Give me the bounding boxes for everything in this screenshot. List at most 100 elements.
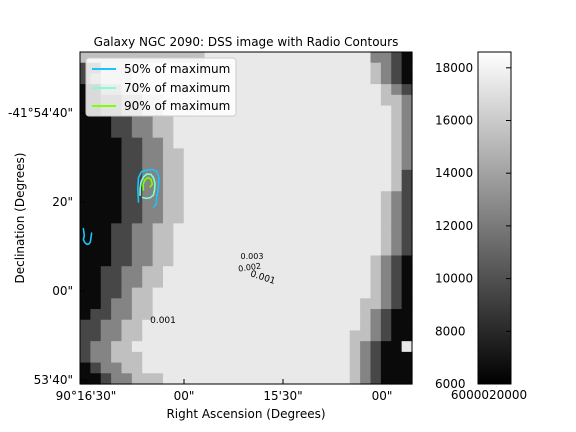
- image-cell: [111, 223, 123, 235]
- image-cell: [277, 159, 289, 171]
- image-cell: [214, 373, 226, 385]
- image-cell: [121, 319, 133, 332]
- image-cell: [401, 116, 413, 128]
- image-cell: [152, 116, 164, 128]
- image-cell: [287, 159, 299, 171]
- image-cell: [183, 234, 195, 246]
- image-cell: [339, 373, 351, 385]
- image-cell: [349, 73, 361, 85]
- image-cell: [142, 126, 154, 139]
- image-cell: [131, 266, 143, 278]
- image-cell: [121, 116, 133, 128]
- image-cell: [142, 180, 154, 192]
- image-cell: [256, 62, 268, 75]
- image-cell: [287, 223, 299, 235]
- image-cell: [391, 159, 403, 171]
- image-cell: [121, 137, 133, 149]
- image-cell: [256, 298, 268, 310]
- image-cell: [214, 276, 226, 289]
- image-cell: [194, 362, 206, 374]
- image-cell: [111, 180, 123, 192]
- image-cell: [173, 126, 185, 139]
- image-cell: [111, 159, 123, 171]
- image-cell: [277, 298, 289, 310]
- image-cell: [297, 287, 309, 299]
- image-cell: [90, 223, 102, 235]
- image-cell: [360, 234, 372, 246]
- image-cell: [100, 373, 112, 385]
- image-cell: [349, 137, 361, 149]
- image-cell: [173, 191, 185, 203]
- image-cell: [173, 309, 185, 321]
- image-cell: [214, 319, 226, 332]
- image-cell: [225, 201, 237, 214]
- image-cell: [401, 276, 413, 289]
- image-cell: [370, 341, 382, 353]
- image-cell: [308, 330, 320, 342]
- image-cell: [235, 201, 247, 214]
- image-cell: [380, 201, 392, 214]
- image-cell: [142, 191, 154, 203]
- image-cell: [121, 330, 133, 342]
- image-cell: [183, 255, 195, 267]
- image-cell: [225, 319, 237, 332]
- image-cell: [246, 362, 257, 374]
- image-cell: [173, 169, 185, 182]
- image-cell: [235, 309, 247, 321]
- image-cell: [370, 373, 382, 385]
- image-cell: [100, 266, 112, 278]
- image-cell: [318, 223, 330, 235]
- image-cell: [277, 287, 289, 299]
- image-cell: [235, 73, 247, 85]
- image-cell: [142, 298, 154, 310]
- image-cell: [142, 212, 154, 224]
- image-cell: [100, 126, 112, 139]
- image-cell: [380, 137, 392, 149]
- image-cell: [308, 351, 320, 364]
- image-cell: [121, 212, 133, 224]
- image-cell: [370, 212, 382, 224]
- image-cell: [370, 234, 382, 246]
- image-cell: [277, 180, 289, 192]
- image-cell: [90, 234, 102, 246]
- image-cell: [225, 159, 237, 171]
- image-cell: [391, 137, 403, 149]
- image-cell: [235, 373, 247, 385]
- image-cell: [214, 148, 226, 160]
- image-cell: [90, 116, 102, 128]
- image-cell: [183, 159, 195, 171]
- image-cell: [329, 159, 340, 171]
- image-cell: [329, 309, 340, 321]
- image-cell: [173, 298, 185, 310]
- image-cell: [163, 169, 174, 182]
- image-cell: [401, 84, 413, 96]
- colorbar-tick-label: 18000: [435, 61, 473, 75]
- image-cell: [297, 201, 309, 214]
- image-cell: [329, 73, 340, 85]
- image-cell: [225, 330, 237, 342]
- image-cell: [308, 234, 320, 246]
- image-cell: [80, 137, 91, 149]
- image-cell: [380, 362, 392, 374]
- image-cell: [277, 116, 289, 128]
- image-cell: [401, 212, 413, 224]
- image-cell: [173, 266, 185, 278]
- image-cell: [329, 255, 340, 267]
- image-cell: [131, 341, 143, 353]
- contour-line-70: [139, 173, 156, 200]
- radio-contours: [82, 168, 160, 246]
- image-cell: [287, 212, 299, 224]
- image-cell: [163, 212, 174, 224]
- image-cell: [163, 137, 174, 149]
- image-cell: [308, 287, 320, 299]
- image-cell: [318, 373, 330, 385]
- image-cell: [401, 126, 413, 139]
- image-cell: [318, 255, 330, 267]
- image-cell: [329, 341, 340, 353]
- image-cell: [131, 255, 143, 267]
- image-cell: [266, 159, 278, 171]
- image-cell: [266, 212, 278, 224]
- image-cell: [318, 169, 330, 182]
- image-cell: [80, 201, 91, 214]
- image-cell: [370, 351, 382, 364]
